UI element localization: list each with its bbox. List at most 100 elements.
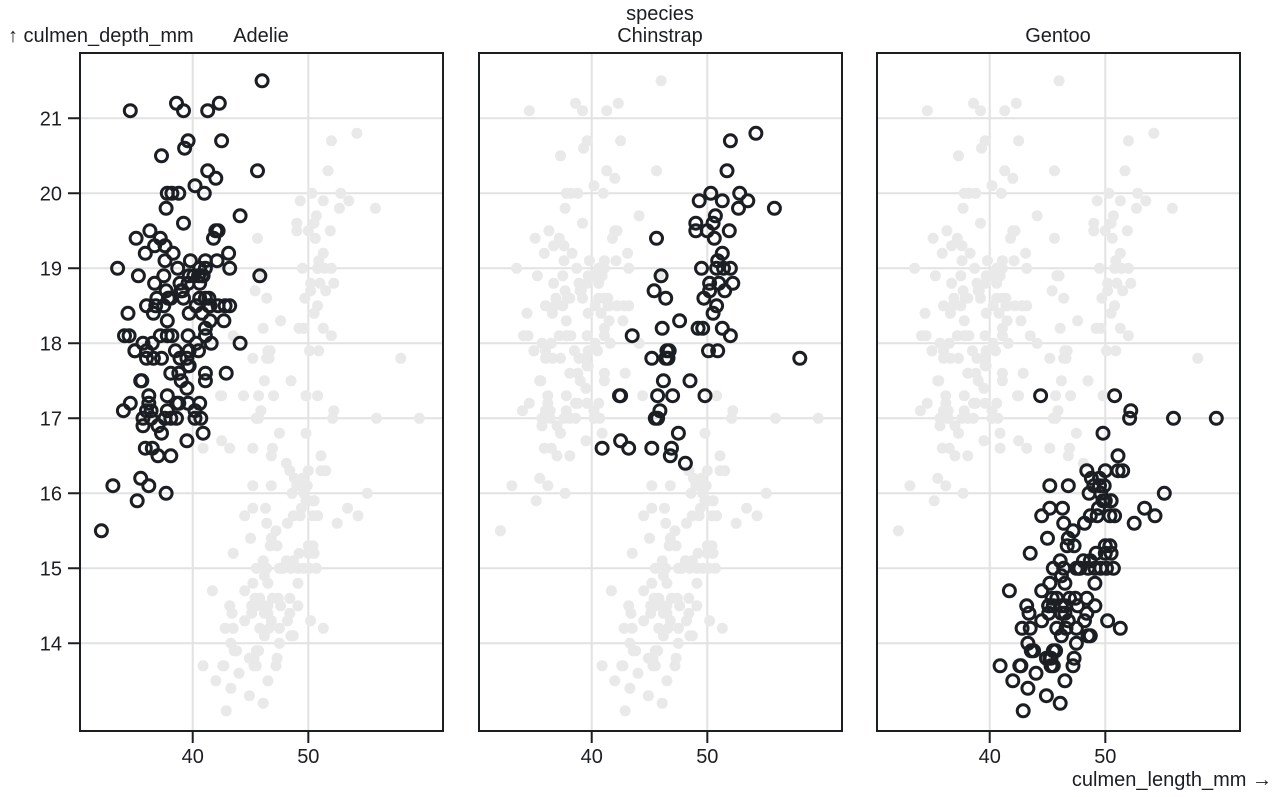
background-point xyxy=(592,345,603,357)
facet-gentoo: 40 50 xyxy=(876,52,1241,768)
background-point xyxy=(1017,367,1029,379)
background-point xyxy=(312,262,324,274)
highlight-point xyxy=(1103,545,1119,561)
highlight-point xyxy=(690,320,706,336)
y-tick-label: 21 xyxy=(40,108,62,130)
background-point xyxy=(940,480,952,492)
background-point xyxy=(542,480,554,492)
background-point xyxy=(622,247,634,259)
background-point xyxy=(555,352,566,364)
background-point xyxy=(1015,315,1027,327)
highlight-point xyxy=(154,425,169,441)
background-point xyxy=(335,187,347,199)
background-point xyxy=(521,307,533,319)
background-point xyxy=(604,337,616,349)
background-point xyxy=(1013,435,1025,447)
background-point xyxy=(958,330,970,342)
highlight-point xyxy=(252,268,268,284)
background-point xyxy=(619,367,631,379)
background-point xyxy=(962,450,974,462)
background-point xyxy=(351,127,363,139)
background-point xyxy=(1094,262,1105,274)
background-point xyxy=(692,547,704,559)
y-tick-label: 20 xyxy=(40,183,62,205)
highlight-point xyxy=(722,133,738,149)
background-point xyxy=(197,660,209,672)
background-point xyxy=(250,600,262,612)
background-point xyxy=(672,562,684,574)
background-point xyxy=(320,285,332,297)
background-point xyxy=(267,592,278,604)
highlight-point xyxy=(159,403,175,419)
background-point xyxy=(1102,285,1114,297)
background-point xyxy=(564,450,576,462)
background-point xyxy=(669,660,681,672)
highlight-point xyxy=(706,230,722,246)
highlight-point xyxy=(1110,463,1126,479)
facet-label-gentoo: Gentoo xyxy=(1025,25,1091,47)
background-point xyxy=(672,622,684,634)
highlight-point xyxy=(1034,508,1050,524)
highlight-point xyxy=(740,193,756,209)
background-point xyxy=(596,427,608,439)
highlight-point xyxy=(722,260,738,276)
background-point xyxy=(955,300,967,312)
background-point xyxy=(588,180,600,192)
background-point xyxy=(548,240,560,252)
background-point xyxy=(955,270,967,282)
highlight-point xyxy=(792,350,808,366)
highlight-point xyxy=(196,185,212,201)
background-point xyxy=(593,397,605,409)
background-point xyxy=(615,135,627,147)
background-point xyxy=(253,390,265,402)
background-point xyxy=(979,330,991,342)
background-point xyxy=(219,622,231,634)
highlight-point xyxy=(197,328,213,344)
background-point xyxy=(683,592,695,604)
background-point xyxy=(568,345,580,357)
facet-label-adelie: Adelie xyxy=(233,25,289,47)
highlight-point xyxy=(129,493,145,509)
background-point xyxy=(551,450,563,462)
background-point xyxy=(292,577,304,589)
background-point xyxy=(716,622,728,634)
background-point xyxy=(603,300,615,312)
highlight-point xyxy=(1005,673,1021,689)
highlight-point xyxy=(1044,590,1060,606)
highlight-point xyxy=(701,343,716,359)
highlight-point xyxy=(653,268,669,284)
background-point xyxy=(582,307,594,319)
background-point xyxy=(975,105,986,117)
background-point xyxy=(624,682,636,694)
highlight-point xyxy=(621,440,637,456)
background-point xyxy=(966,345,978,357)
background-point xyxy=(239,585,251,597)
background-point xyxy=(1166,202,1178,214)
background-point xyxy=(271,540,283,552)
background-point xyxy=(1109,300,1121,312)
background-point xyxy=(996,367,1008,379)
background-point xyxy=(536,337,548,349)
background-point xyxy=(963,187,975,199)
facet-label-chinstrap: Chinstrap xyxy=(617,25,703,47)
background-point xyxy=(978,382,990,394)
background-point xyxy=(361,487,373,499)
background-point xyxy=(921,105,933,117)
highlight-point xyxy=(117,328,132,344)
background-point xyxy=(593,262,605,274)
background-point xyxy=(980,307,992,319)
highlight-point xyxy=(661,343,677,359)
highlight-point xyxy=(594,440,610,456)
background-point xyxy=(962,367,974,379)
highlight-point xyxy=(1068,635,1084,651)
background-point xyxy=(657,630,669,642)
highlight-point xyxy=(1014,620,1030,636)
background-point xyxy=(545,337,557,349)
highlight-point xyxy=(1022,620,1038,636)
highlight-point xyxy=(1123,403,1139,419)
highlight-point xyxy=(1126,515,1142,531)
background-point xyxy=(306,187,318,199)
background-point xyxy=(968,97,979,109)
highlight-point xyxy=(1020,635,1036,651)
